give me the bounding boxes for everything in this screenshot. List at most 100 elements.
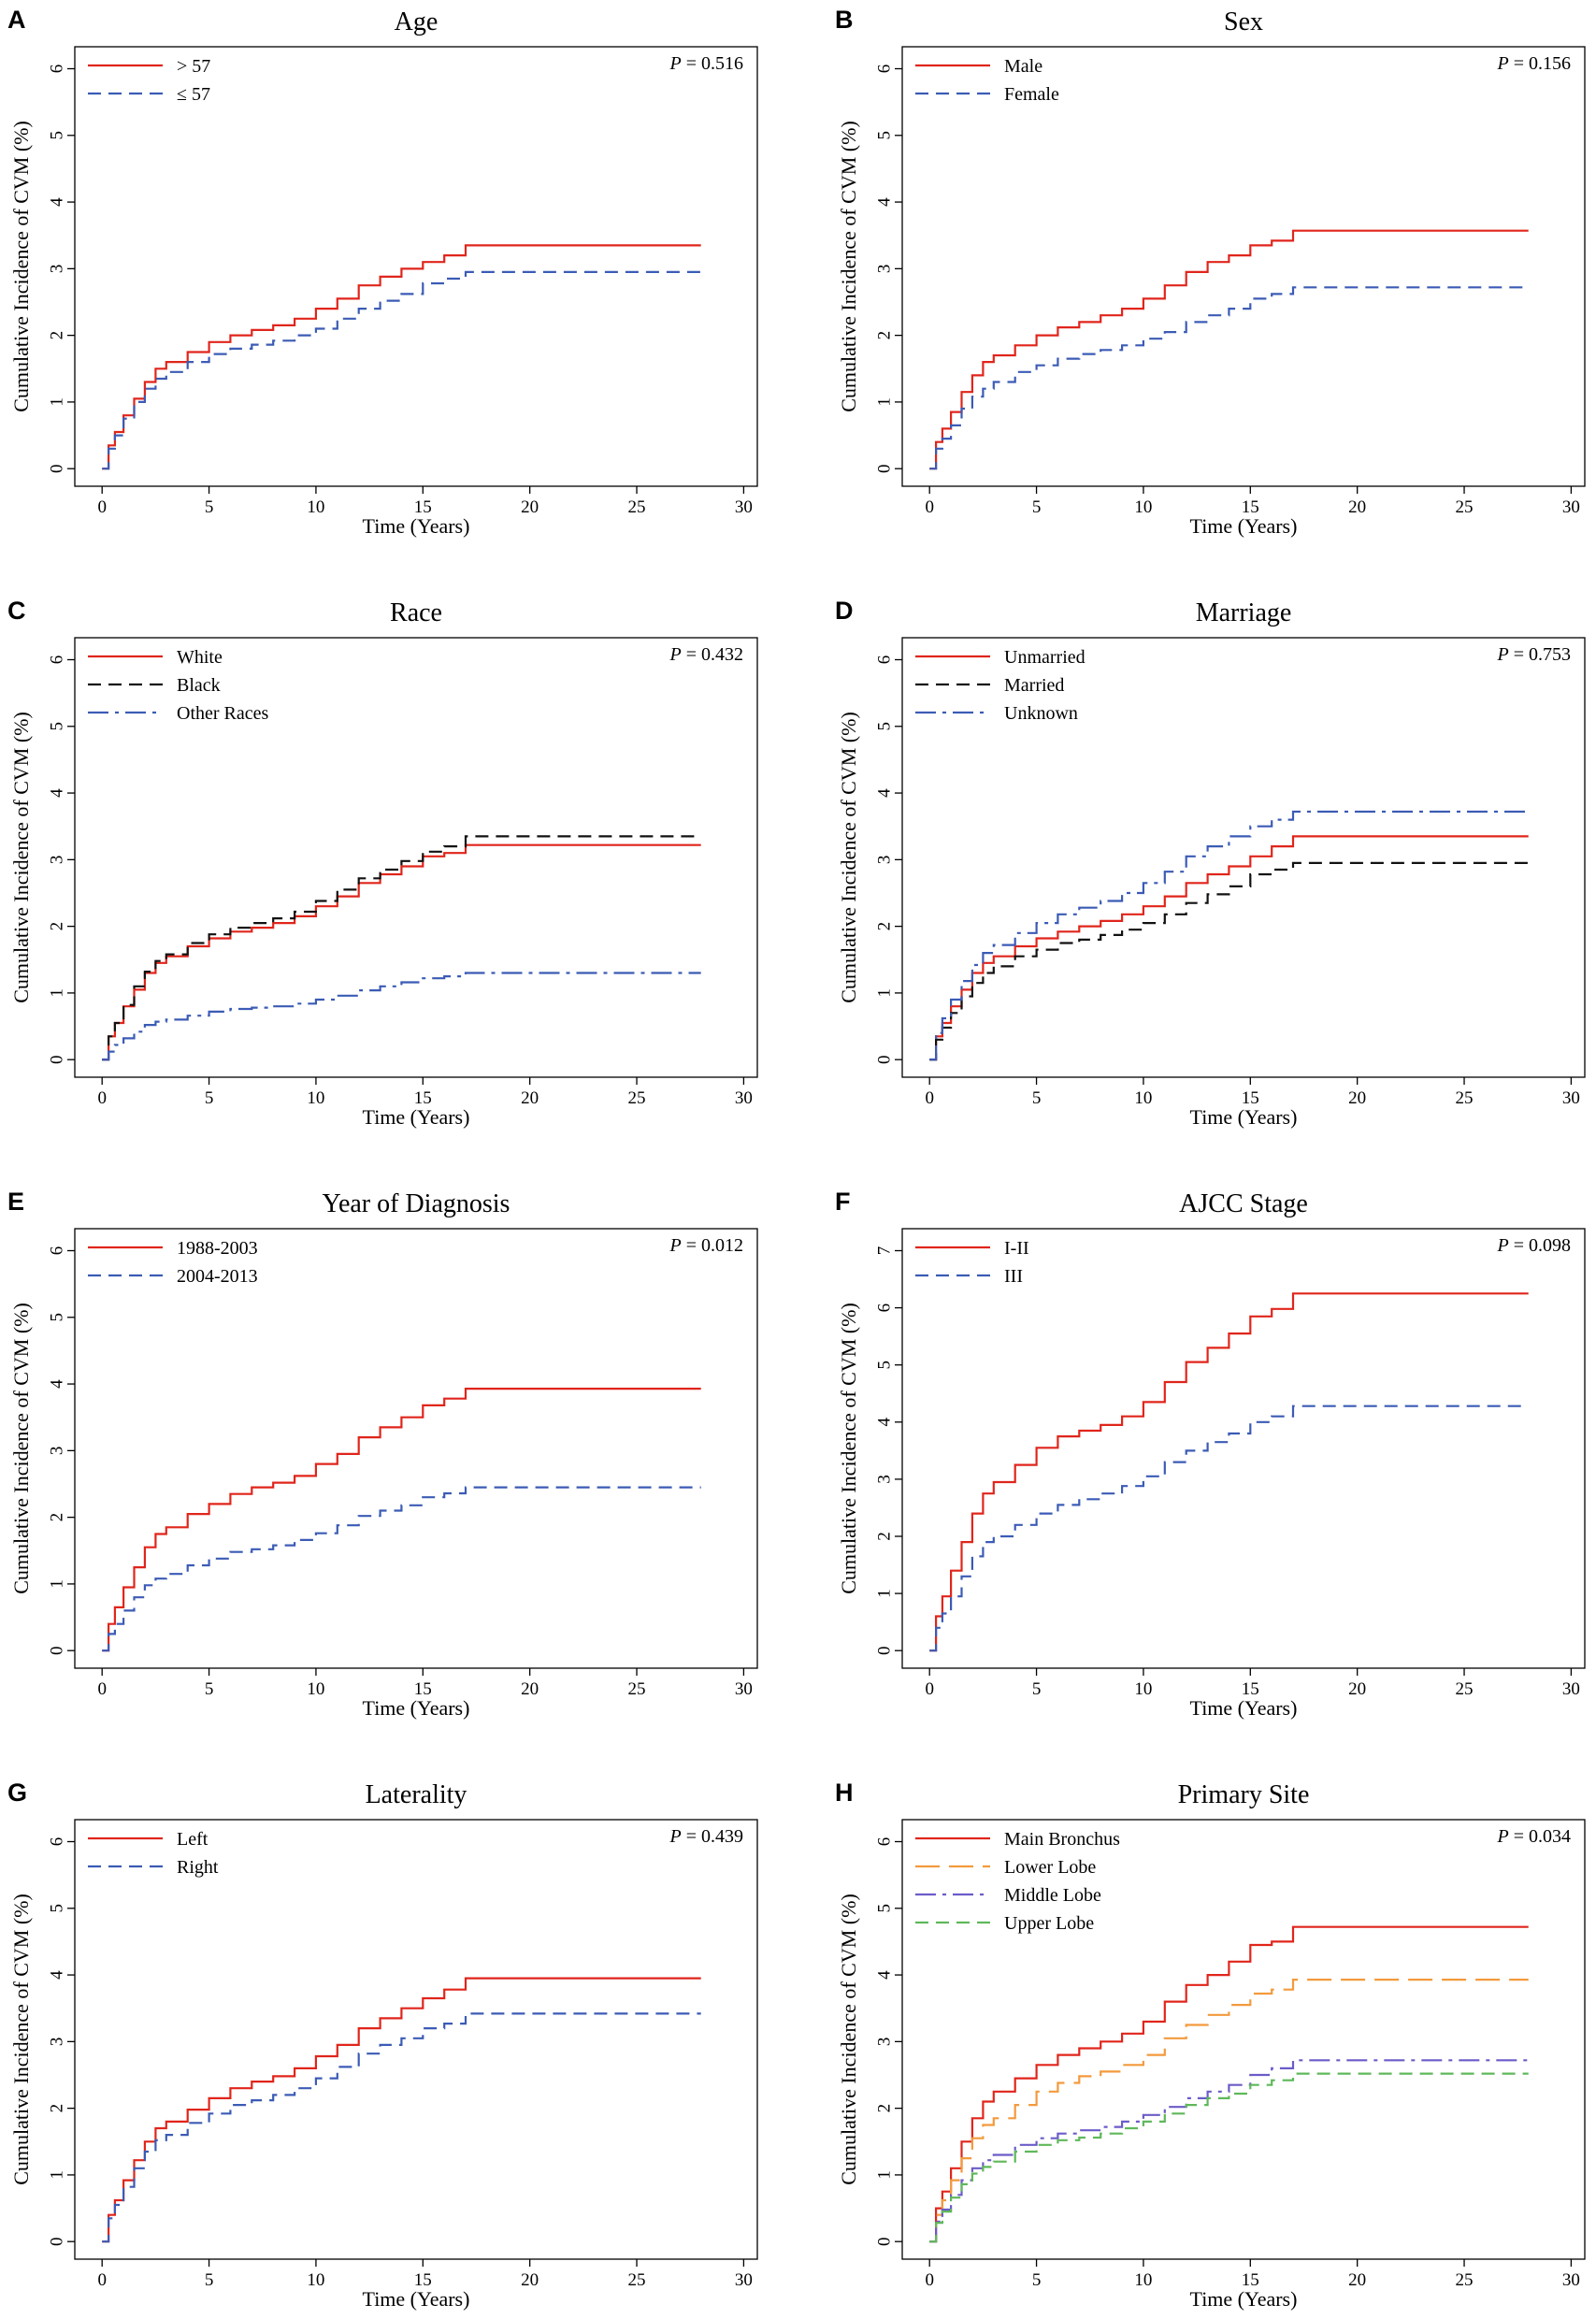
legend-label: Female — [1004, 84, 1059, 105]
x-tick-label: 20 — [521, 1679, 539, 1699]
y-tick-label: 5 — [47, 1313, 66, 1322]
legend-label: Black — [177, 675, 221, 696]
x-tick-label: 0 — [925, 1088, 934, 1108]
x-tick-label: 5 — [205, 497, 214, 517]
y-tick-label: 2 — [47, 1513, 66, 1522]
x-tick-label: 5 — [1032, 1088, 1042, 1108]
legend-label: > 57 — [177, 56, 210, 77]
x-axis-label: Time (Years) — [363, 514, 470, 538]
plot-frame — [901, 1819, 1586, 2260]
x-tick-label: 0 — [97, 1088, 107, 1108]
x-tick-label: 25 — [628, 497, 646, 517]
y-tick-label: 2 — [874, 331, 894, 340]
panel-b: B Sex 0 5 10 15 20 25 30 0 1 2 3 4 5 6 Time (Years) Cumul… — [835, 6, 1586, 538]
y-tick-label: 3 — [874, 265, 894, 274]
y-tick-label: 4 — [874, 1970, 894, 1980]
x-tick-label: 20 — [521, 2270, 539, 2290]
x-tick-label: 10 — [1134, 497, 1152, 517]
series-line-other-races — [102, 972, 701, 1061]
y-tick-label: 3 — [47, 2038, 66, 2047]
x-tick-label: 20 — [1348, 1088, 1366, 1108]
panel-title: Marriage — [1196, 598, 1292, 627]
y-axis-label: Cumulative Incidence of CVM (%) — [9, 1303, 33, 1594]
x-tick-label: 15 — [414, 2270, 432, 2290]
y-tick-label: 4 — [47, 788, 66, 798]
p-value: P = 0.156 — [1497, 53, 1572, 74]
p-value: P = 0.753 — [1497, 644, 1572, 665]
x-tick-label: 20 — [521, 1088, 539, 1108]
y-tick-label: 4 — [874, 1418, 894, 1427]
series-line-white — [102, 843, 701, 1061]
p-value: P = 0.432 — [669, 644, 744, 665]
panel-title: AJCC Stage — [1179, 1189, 1308, 1218]
y-tick-label: 5 — [47, 131, 66, 140]
x-tick-label: 0 — [97, 2270, 107, 2290]
x-tick-label: 5 — [1032, 1679, 1042, 1699]
y-tick-label: 1 — [874, 2170, 894, 2180]
x-tick-label: 25 — [1456, 2270, 1474, 2290]
y-tick-label: 6 — [874, 65, 894, 74]
y-axis-label: Cumulative Incidence of CVM (%) — [837, 712, 860, 1003]
x-tick-label: 25 — [628, 1088, 646, 1108]
y-tick-label: 0 — [47, 1646, 66, 1655]
y-tick-label: 0 — [874, 1055, 894, 1064]
p-value: P = 0.034 — [1497, 1826, 1572, 1847]
p-value: P = 0.098 — [1497, 1235, 1572, 1256]
panel-letter: B — [835, 6, 854, 34]
plot-frame — [901, 1228, 1586, 1669]
legend-label: Main Bronchus — [1004, 1829, 1120, 1850]
y-tick-label: 2 — [47, 2104, 66, 2113]
y-tick-label: 5 — [874, 131, 894, 140]
panel-letter: F — [835, 1188, 851, 1216]
x-tick-label: 15 — [414, 1679, 432, 1699]
y-tick-label: 5 — [874, 722, 894, 731]
y-tick-label: 0 — [47, 1055, 66, 1064]
x-tick-label: 10 — [307, 497, 324, 517]
x-tick-label: 0 — [925, 497, 934, 517]
x-tick-label: 0 — [97, 1679, 107, 1699]
legend-label: Upper Lobe — [1004, 1913, 1094, 1934]
series-line-upper-lobe — [929, 2072, 1529, 2243]
y-tick-label: 2 — [47, 331, 66, 340]
series-line-lower-lobe — [929, 1979, 1529, 2243]
legend-label: Unknown — [1004, 703, 1078, 724]
y-axis-label: Cumulative Incidence of CVM (%) — [837, 121, 860, 412]
panel-letter: A — [7, 6, 26, 34]
y-tick-label: 1 — [47, 1579, 66, 1589]
panel-d: D Marriage 0 5 10 15 20 25 30 0 1 2 3 4 5 6 Time (Years)… — [835, 597, 1586, 1129]
x-tick-label: 25 — [628, 2270, 646, 2290]
series-line--57 — [102, 244, 701, 470]
y-tick-label: 5 — [874, 1904, 894, 1913]
x-tick-label: 20 — [1348, 497, 1366, 517]
x-tick-label: 30 — [735, 1679, 753, 1699]
y-tick-label: 6 — [874, 1837, 894, 1847]
x-tick-label: 30 — [1562, 1679, 1580, 1699]
x-tick-label: 10 — [307, 1679, 324, 1699]
y-axis-label: Cumulative Incidence of CVM (%) — [9, 1894, 33, 2185]
x-tick-label: 5 — [205, 1088, 214, 1108]
y-tick-label: 4 — [874, 197, 894, 207]
x-tick-label: 5 — [205, 1679, 214, 1699]
series-line-iii — [929, 1404, 1529, 1652]
panel-letter: D — [835, 597, 854, 625]
y-tick-label: 0 — [874, 464, 894, 473]
panel-g: G Laterality 0 5 10 15 20 25 30 0 1 2 3 4 5 6 Time (Year… — [7, 1779, 758, 2311]
series-line-male — [929, 229, 1529, 470]
y-tick-label: 1 — [47, 988, 66, 998]
x-tick-label: 20 — [1348, 2270, 1366, 2290]
x-tick-label: 15 — [1242, 1088, 1259, 1108]
plot-frame — [74, 637, 758, 1078]
y-tick-label: 0 — [874, 1646, 894, 1655]
panel-title: Age — [395, 7, 439, 36]
legend-label: 1988-2003 — [177, 1238, 258, 1259]
x-tick-label: 0 — [97, 497, 107, 517]
x-tick-label: 10 — [1134, 2270, 1152, 2290]
x-tick-label: 15 — [414, 1088, 432, 1108]
y-tick-label: 2 — [874, 1532, 894, 1541]
x-tick-label: 5 — [205, 2270, 214, 2290]
y-axis-label: Cumulative Incidence of CVM (%) — [9, 121, 33, 412]
y-tick-label: 1 — [47, 397, 66, 407]
series-line--57 — [102, 270, 701, 470]
series-line-2004-2013 — [102, 1486, 701, 1652]
